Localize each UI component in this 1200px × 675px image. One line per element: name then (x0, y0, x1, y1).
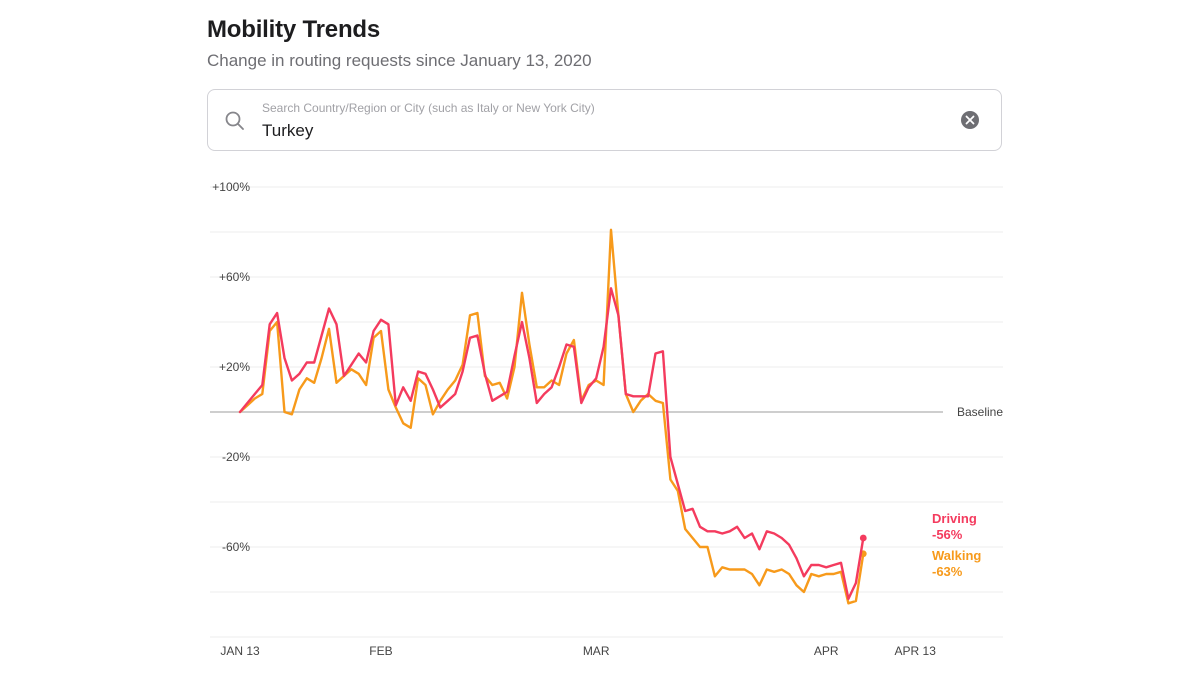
y-tick-label: +60% (219, 270, 250, 284)
x-tick-label: MAR (583, 644, 610, 658)
series-line-driving (238, 287, 865, 600)
y-tick-label: +100% (212, 180, 250, 194)
baseline-label: Baseline (957, 405, 1003, 419)
mobility-chart: +100% +60% +20% -20% -60% Baseline JAN 13 FEB MA… (210, 180, 1003, 658)
page-title: Mobility Trends (207, 16, 381, 43)
x-tick-label: JAN 13 (220, 644, 260, 658)
clear-icon[interactable] (960, 110, 980, 130)
search-placeholder: Search Country/Region or City (such as I… (262, 101, 595, 115)
search-icon (225, 111, 244, 130)
series-value-walking: -63% (932, 564, 963, 579)
y-tick-label: -60% (222, 540, 250, 554)
series-label-walking: Walking (932, 548, 981, 563)
series-label-driving: Driving (932, 511, 977, 526)
series-endpoint-driving (859, 534, 867, 542)
x-tick-label: APR (814, 644, 839, 658)
search-box[interactable]: Search Country/Region or City (such as I… (207, 89, 1002, 151)
x-tick-label: FEB (369, 644, 392, 658)
y-tick-label: -20% (222, 450, 250, 464)
y-tick-label: +20% (219, 360, 250, 374)
x-tick-label: APR 13 (895, 644, 937, 658)
search-input[interactable] (262, 121, 862, 141)
page-subtitle: Change in routing requests since January… (207, 51, 592, 70)
series-value-driving: -56% (932, 527, 963, 542)
